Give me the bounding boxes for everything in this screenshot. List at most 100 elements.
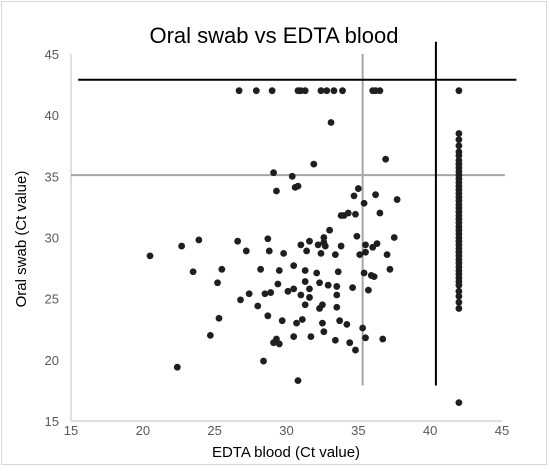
data-point: [353, 232, 361, 240]
data-point: [317, 250, 325, 257]
data-point: [290, 285, 298, 293]
data-point: [455, 287, 463, 295]
data-point: [301, 267, 309, 274]
data-point: [352, 210, 359, 218]
data-point: [373, 240, 381, 248]
data-point: [254, 302, 262, 310]
data-point: [455, 136, 463, 144]
data-point: [314, 241, 322, 249]
data-point: [327, 119, 335, 126]
x-tick-label: 15: [64, 423, 78, 438]
data-point: [326, 226, 333, 234]
data-point: [278, 317, 286, 325]
data-point: [294, 182, 302, 190]
data-point: [214, 279, 221, 287]
data-point: [393, 196, 401, 203]
data-point: [455, 292, 463, 300]
data-point: [331, 336, 339, 344]
data-point: [359, 324, 367, 332]
data-point: [298, 316, 306, 323]
data-point: [264, 312, 272, 320]
data-point: [274, 280, 282, 288]
data-point: [455, 87, 463, 95]
data-point: [319, 301, 326, 309]
data-point: [320, 234, 328, 241]
data-point: [362, 241, 369, 249]
data-point: [297, 241, 305, 249]
data-point: [360, 269, 368, 277]
data-point: [264, 235, 272, 243]
data-point: [349, 284, 356, 292]
data-point: [301, 87, 309, 95]
data-point: [455, 298, 463, 306]
data-point: [242, 247, 250, 255]
data-point: [376, 87, 384, 95]
data-point: [321, 242, 329, 250]
x-tick-label: 45: [495, 423, 509, 438]
data-point: [234, 237, 242, 245]
data-point: [215, 314, 223, 322]
data-point: [261, 290, 269, 298]
x-tick-label: 25: [207, 423, 221, 438]
data-point: [362, 334, 369, 342]
data-point: [146, 252, 154, 260]
data-point: [455, 281, 463, 289]
data-point: [455, 142, 463, 150]
x-axis-label: EDTA blood (Ct value): [212, 444, 360, 461]
data-point: [293, 319, 300, 327]
data-point: [360, 199, 368, 207]
x-tick-label: 35: [351, 423, 365, 438]
data-point: [288, 172, 296, 180]
y-tick-label: 40: [45, 108, 59, 123]
data-point: [383, 251, 391, 259]
data-point: [195, 236, 203, 244]
y-tick-label: 15: [45, 414, 59, 429]
data-point: [280, 250, 288, 257]
y-tick-label: 25: [45, 292, 59, 307]
y-tick-label: 30: [45, 231, 59, 246]
x-tick-label: 40: [423, 423, 437, 438]
data-point: [330, 87, 338, 95]
data-point: [301, 301, 309, 309]
chart-frame: Oral swab vs EDTA blood 15 20 25 30 35 40 45 1…: [1, 1, 547, 465]
data-point: [320, 328, 328, 336]
data-points: [146, 87, 463, 407]
plot-area: 15 20 25 30 35 40 45 15 20 25 30 35 40 45: [45, 41, 517, 438]
scatter-chart: Oral swab vs EDTA blood 15 20 25 30 35 40 45 1…: [13, 23, 517, 461]
y-tick-label: 45: [45, 47, 59, 62]
data-point: [270, 169, 277, 177]
data-point: [303, 247, 311, 255]
data-point: [306, 294, 313, 301]
data-point: [455, 305, 463, 312]
data-point: [306, 285, 313, 293]
data-point: [382, 155, 390, 163]
data-point: [379, 335, 387, 343]
data-point: [372, 191, 379, 199]
data-point: [331, 251, 339, 259]
data-point: [333, 283, 341, 290]
data-point: [273, 335, 280, 343]
data-point: [252, 87, 260, 95]
data-point: [339, 87, 346, 95]
data-point: [313, 269, 321, 277]
data-point: [386, 265, 394, 273]
data-point: [189, 268, 197, 276]
data-point: [235, 87, 243, 95]
data-point: [333, 291, 341, 299]
data-point: [206, 331, 214, 339]
data-point: [265, 247, 273, 255]
data-point: [268, 87, 276, 95]
data-point: [316, 279, 323, 287]
data-point: [257, 265, 265, 273]
data-point: [352, 346, 359, 354]
data-point: [340, 212, 348, 219]
data-point: [275, 340, 283, 348]
data-point: [237, 296, 244, 304]
data-point: [333, 303, 341, 311]
data-point: [370, 273, 378, 281]
data-point: [284, 287, 292, 295]
data-point: [294, 377, 302, 385]
data-point: [218, 265, 226, 273]
data-point: [245, 290, 253, 298]
data-point: [323, 87, 331, 95]
